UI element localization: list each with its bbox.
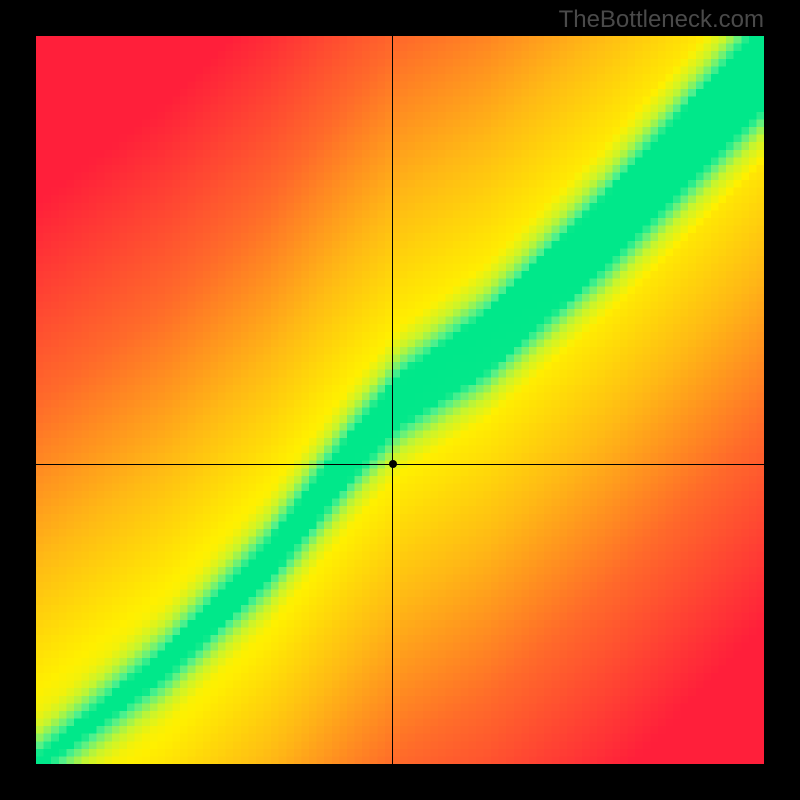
crosshair-horizontal: [36, 464, 764, 465]
crosshair-vertical: [392, 36, 393, 764]
chart-frame: TheBottleneck.com: [0, 0, 800, 800]
bottleneck-heatmap: [36, 36, 764, 764]
watermark-text: TheBottleneck.com: [559, 6, 764, 34]
crosshair-marker: [389, 460, 397, 468]
